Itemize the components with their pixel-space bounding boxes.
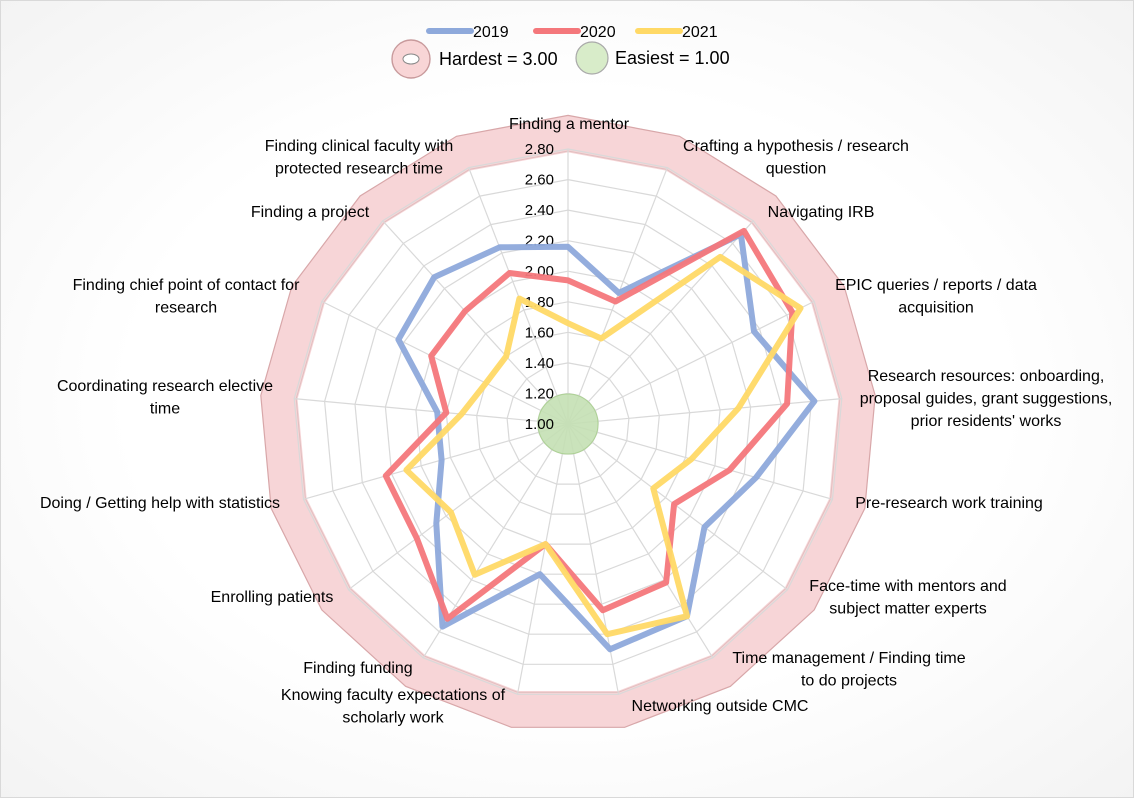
tick-label: 2.40	[525, 202, 554, 219]
grid-spoke	[567, 167, 668, 425]
axis-label-coordinating-research-elective-time: Coordinating research elective time	[57, 378, 273, 418]
grid-ring	[293, 148, 843, 695]
legend-hardest-swatch-inner	[402, 53, 420, 65]
tick-label: 1.60	[525, 324, 554, 341]
axis-label-navigating-irb: Navigating IRB	[768, 204, 875, 221]
axis-label-finding-a-mentor: Finding a mentor	[509, 116, 630, 133]
grid-ring	[445, 301, 691, 545]
hardest-band	[260, 114, 876, 728]
series-line-2019	[395, 231, 818, 653]
grid-spoke	[321, 300, 569, 425]
grid-spoke	[567, 423, 788, 591]
grid-spoke	[567, 300, 815, 425]
tick-label: 1.40	[525, 355, 554, 372]
hardest-ring-inner-outline	[295, 150, 841, 693]
tick-label: 1.20	[525, 385, 554, 402]
axis-label-time-management-finding-time-to-do-projects: Time management / Finding time to do proj…	[732, 650, 965, 690]
legend-label-2021: 2021	[682, 24, 718, 41]
easiest-circle	[537, 393, 599, 455]
tick-labels: 1.001.201.401.601.802.002.202.402.602.80	[525, 141, 554, 433]
series-lines	[382, 227, 818, 653]
grid-ring	[323, 178, 813, 665]
axis-label-knowing-faculty-expectations-of-scholarly-work: Knowing faculty expectations of scholarly…	[281, 687, 506, 727]
hardest-ring	[260, 115, 876, 728]
grid-spoke	[567, 423, 714, 659]
legend-hardest-label: Hardest = 3.00	[439, 49, 558, 69]
tick-label: 2.80	[525, 141, 554, 158]
easiest-band	[537, 393, 599, 455]
category-labels: Finding a mentor Crafting a hypothesis / …	[40, 116, 1112, 727]
series-line-2021	[403, 253, 804, 638]
grid-spoke	[567, 398, 842, 425]
tick-label: 2.60	[525, 172, 554, 189]
legend: 2019 2020 2021 Hardest = 3.00 Easiest = 1.00	[391, 24, 730, 79]
axis-label-crafting-a-hypothesis-research-question: Crafting a hypothesis / research question	[683, 138, 909, 178]
hardest-ring-outline	[260, 114, 876, 728]
tick-label: 1.00	[525, 416, 554, 433]
axis-label-epic-queries-reports-data-acquisition: EPIC queries / reports / data acquisition	[835, 277, 1037, 317]
axis-label-finding-chief-point-of-contact-for-research: Finding chief point of contact for resear…	[73, 277, 300, 317]
axis-label-finding-a-project: Finding a project	[251, 204, 370, 221]
axis-label-finding-funding: Finding funding	[303, 660, 412, 677]
axis-label-enrolling-patients: Enrolling patients	[211, 589, 334, 606]
grid-spoke	[516, 423, 569, 695]
grid-spoke	[294, 398, 569, 425]
axis-label-networking-outside-cmc: Networking outside CMC	[632, 698, 809, 715]
axis-label-doing-getting-help-with-statistics: Doing / Getting help with statistics	[40, 495, 280, 512]
axis-label-face-time-with-mentors-and-subject-matter-experts: Face-time with mentors and subject matter…	[809, 578, 1006, 618]
grid-spoke	[567, 220, 754, 425]
legend-label-2020: 2020	[580, 24, 616, 41]
grid-spoke	[303, 423, 569, 500]
grid-ring	[506, 362, 630, 485]
legend-label-2019: 2019	[473, 24, 509, 41]
legend-easiest-label: Easiest = 1.00	[615, 48, 730, 68]
grid-spoke	[348, 423, 569, 591]
grid-spoke	[382, 220, 569, 425]
axis-label-pre-research-work-training: Pre-research work training	[855, 495, 1043, 512]
legend-easiest-swatch	[575, 41, 609, 75]
axis-label-finding-clinical-faculty-with-protected-research-time: Finding clinical faculty with protected r…	[265, 138, 454, 178]
grid-spoke	[567, 423, 833, 500]
axis-label-research-resources-onboarding-proposal-guides-grant-suggestions-prior-residents-works: Research resources: onboarding, proposal …	[860, 368, 1113, 430]
